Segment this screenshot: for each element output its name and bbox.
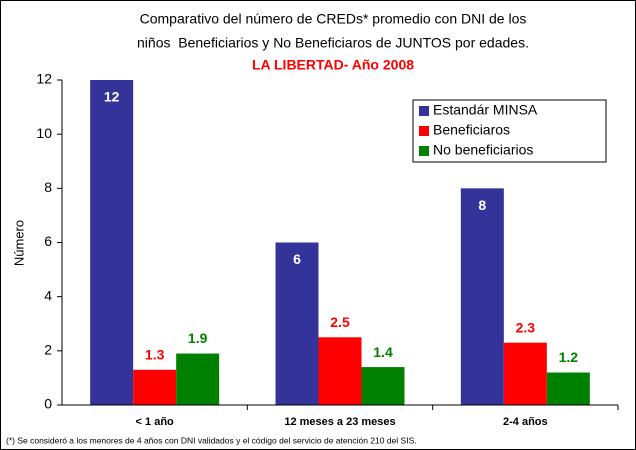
y-tick-label: 8 [44,179,52,195]
data-label: 1.3 [145,346,165,362]
bar [318,337,362,405]
chart-subtitle: LA LIBERTAD- Año 2008 [252,57,414,73]
legend-swatch [419,106,429,116]
x-tick-label: < 1 año [136,416,174,428]
chart-title: Comparativo del número de CREDs* promedi… [140,11,527,27]
bar [275,242,319,405]
data-label: 1.9 [188,330,208,346]
legend-swatch [419,126,429,136]
y-tick-label: 4 [44,287,52,303]
data-label: 1.2 [559,349,579,365]
footnote: (*) Se consideró a los menores de 4 años… [6,435,417,445]
legend-box [412,99,607,163]
y-tick-label: 12 [36,71,52,87]
legend-label: Estandár MINSA [433,102,538,118]
bar [361,367,405,405]
bar [133,369,177,405]
x-tick-label: 2-4 años [503,416,548,428]
data-label: 2.5 [330,314,350,330]
bar [546,372,590,405]
data-label: 6 [293,251,301,267]
bar [176,353,220,405]
bar [460,188,504,405]
data-label: 1.4 [373,344,393,360]
y-tick-label: 10 [36,125,52,141]
y-axis-label: Número [11,220,26,266]
y-tick-label: 0 [44,396,52,412]
bar [503,342,547,405]
y-tick-label: 6 [44,233,52,249]
y-tick-label: 2 [44,342,52,358]
data-label: 8 [478,197,486,213]
legend-swatch [419,146,429,156]
data-label: 12 [104,89,120,105]
data-label: 2.3 [516,319,536,335]
bar [90,80,134,405]
x-tick-label: 12 meses a 23 meses [284,416,395,428]
legend-label: No beneficiarios [433,142,533,158]
legend-label: Beneficiaros [433,122,510,138]
chart-title: niños Beneficiarios y No Beneficiaros de… [137,35,529,51]
